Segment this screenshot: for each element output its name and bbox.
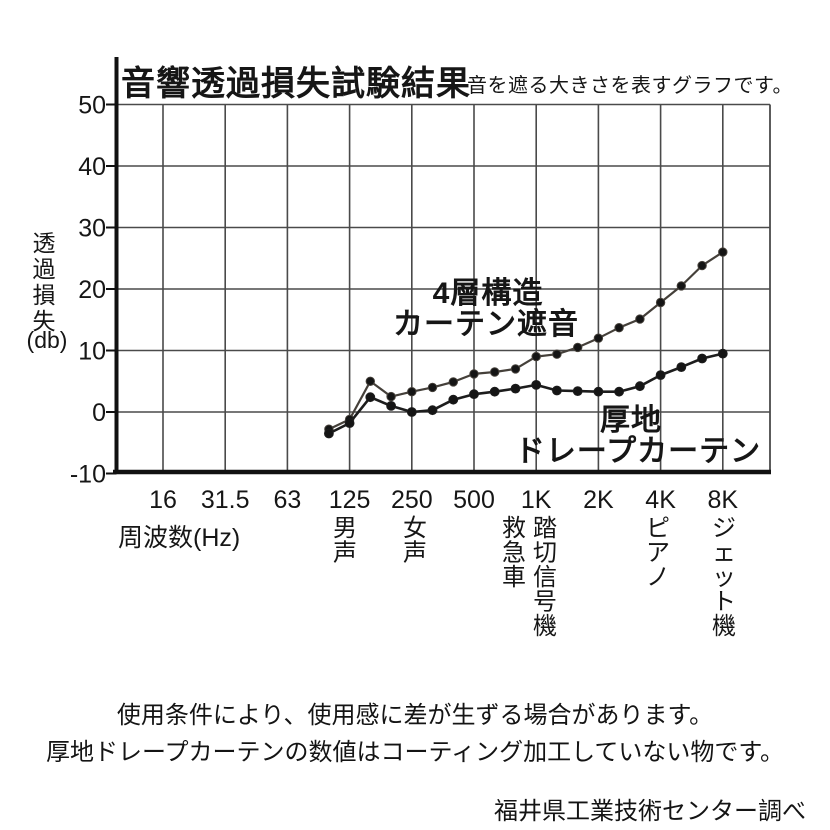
sound-source-label-char: ッ (712, 564, 736, 591)
data-point-upper (490, 367, 500, 377)
series-layer (324, 247, 728, 439)
data-point-lower (386, 401, 397, 411)
data-point-upper (635, 314, 645, 324)
data-point-lower (489, 386, 500, 397)
sound-source-label-char: ジ (712, 515, 736, 542)
x-tick-label: 125 (329, 486, 371, 514)
data-point-lower (365, 392, 376, 403)
x-tick-label: 1K (521, 486, 552, 514)
sound-source-label-char: 機 (533, 613, 557, 640)
data-point-upper (407, 387, 417, 397)
sound-source-label-char: 踏 (533, 515, 557, 542)
footnote-line-2: 厚地ドレープカーテンの数値はコーティング加工していない物です。 (46, 739, 784, 766)
chart-title: 音響透過損失試験結果 (121, 64, 471, 103)
data-point-lower (717, 348, 728, 359)
annotation-lower-series-line2: ドレープカーテン (515, 435, 761, 468)
x-tick-label: 63 (273, 486, 301, 514)
sound-source-label-char: 急 (502, 540, 526, 567)
y-axis-title-char: 失 (33, 308, 56, 334)
y-tick-label: 10 (78, 338, 106, 366)
y-tick-label: 20 (78, 276, 106, 304)
data-point-lower (593, 386, 604, 397)
sound-source-label-char: ピ (646, 515, 670, 542)
data-point-lower (635, 381, 645, 392)
footnote-line-1: 使用条件により、使用感に差が生ずる場合があります。 (116, 702, 714, 729)
x-tick-label: 16 (149, 486, 177, 514)
data-point-lower (676, 362, 687, 373)
annotation-lower-series-line1: 厚地 (600, 404, 662, 437)
data-point-upper (448, 377, 458, 387)
annotation-upper-series-line2: カーテン遮音 (393, 307, 579, 341)
data-point-lower (324, 428, 334, 439)
x-tick-label: 4K (645, 486, 676, 514)
annotation-upper-series-line1: 4層構造 (433, 277, 544, 310)
sound-source-label-char: ア (646, 540, 670, 567)
y-tick-label: -10 (70, 461, 106, 489)
y-tick-label: 50 (78, 92, 106, 120)
sound-source-label-char: 救 (502, 515, 526, 542)
data-point-lower (448, 394, 459, 405)
y-axis-title-char: 透 (33, 230, 56, 256)
data-point-lower (552, 385, 562, 396)
data-point-upper (718, 247, 728, 257)
data-point-upper (510, 364, 521, 374)
data-point-lower (614, 386, 624, 397)
x-axis-title: 周波数(Hz) (118, 524, 240, 552)
y-tick-label: 40 (78, 153, 106, 181)
data-point-lower (697, 353, 707, 364)
sound-source-label-char: 機 (712, 613, 736, 640)
y-tick-label: 30 (78, 215, 106, 243)
data-point-upper (386, 391, 396, 402)
data-point-upper (469, 369, 479, 379)
data-point-upper (427, 382, 438, 393)
attribution-text: 福井県工業技術センター調べ (494, 798, 806, 825)
axes-layer (106, 57, 771, 475)
sound-source-label-char: 信 (533, 564, 557, 591)
data-point-upper (676, 281, 686, 291)
sound-source-label-char: 女 (403, 515, 427, 542)
data-point-upper (697, 260, 707, 271)
data-point-upper (593, 333, 604, 343)
y-axis-title-char: 過 (33, 256, 56, 282)
footnotes: 使用条件により、使用感に差が生ずる場合があります。 厚地ドレープカーテンの数値は… (0, 697, 830, 771)
axis-labels-layer: 50 40 30 20 10 0 -10 16 31.5 63 125 250 500 1K 2K 4K 8K 周… (27, 92, 739, 641)
data-point-upper (552, 349, 562, 359)
data-point-upper (531, 351, 541, 362)
data-point-upper (365, 376, 375, 386)
x-tick-label: 2K (583, 486, 614, 514)
data-point-upper (573, 342, 583, 353)
data-point-lower (344, 418, 355, 429)
grid-layer (114, 103, 771, 472)
x-tick-label: 8K (708, 486, 739, 514)
transmission-loss-chart: 50 40 30 20 10 0 -10 16 31.5 63 125 250 500 1K 2K 4K 8K 周… (27, 57, 793, 641)
data-point-lower (510, 383, 521, 394)
data-point-lower (531, 380, 542, 390)
data-point-lower (469, 389, 479, 400)
data-point-lower (655, 370, 666, 381)
sound-source-label-char: 切 (533, 540, 557, 567)
sound-source-label-char: ェ (712, 540, 736, 567)
sound-source-label-char: 声 (333, 540, 357, 567)
sound-source-label-char: 車 (502, 564, 526, 591)
data-point-lower (427, 405, 438, 416)
x-tick-label: 250 (391, 486, 433, 514)
data-point-upper (614, 323, 624, 333)
chart-subtitle: 音を遮る大きさを表すグラフです。 (467, 74, 793, 97)
data-point-upper (655, 297, 666, 308)
x-tick-label: 500 (453, 486, 495, 514)
y-axis-title-char: 損 (33, 282, 56, 308)
sound-source-label-char: ノ (646, 564, 670, 591)
data-point-lower (572, 386, 583, 397)
sound-source-label-char: 声 (403, 540, 427, 567)
sound-source-label-char: 男 (333, 515, 357, 542)
sound-source-label-char: ト (712, 589, 736, 616)
y-axis-unit: (db) (27, 327, 68, 353)
data-point-lower (406, 407, 417, 417)
sound-source-label-char: 号 (533, 589, 557, 616)
x-tick-label: 31.5 (201, 486, 250, 514)
y-tick-label: 0 (92, 399, 106, 427)
